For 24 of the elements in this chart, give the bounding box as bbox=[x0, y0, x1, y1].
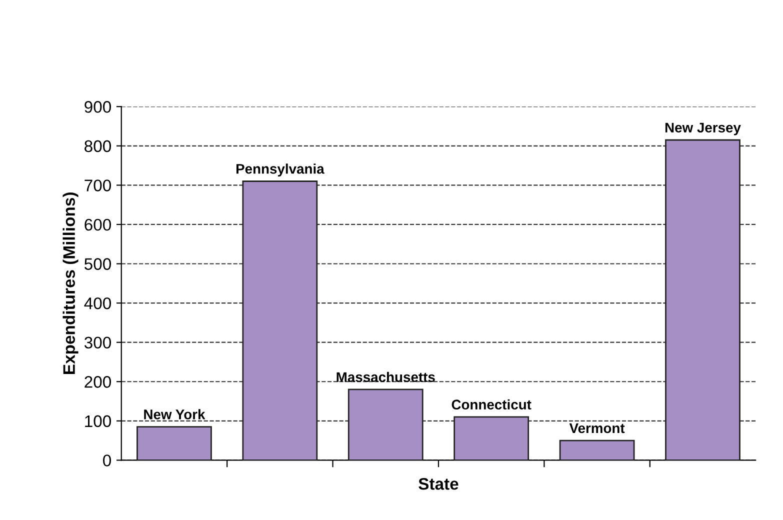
x-tick-label: Massachusetts bbox=[336, 372, 435, 382]
y-tick-label: 200 bbox=[84, 376, 111, 388]
bar bbox=[242, 180, 318, 460]
bar bbox=[348, 388, 424, 460]
y-tick-label: 0 bbox=[103, 454, 111, 466]
y-axis-title: Expenditures (Millions) bbox=[62, 192, 78, 374]
bar bbox=[454, 416, 530, 460]
y-tick-label: 600 bbox=[84, 218, 111, 231]
y-tick-label: 300 bbox=[84, 336, 111, 349]
y-tick-label: 400 bbox=[84, 297, 111, 310]
bar bbox=[136, 426, 212, 460]
x-tick-label: New Jersey bbox=[665, 122, 741, 136]
x-tick-label: Vermont bbox=[569, 423, 625, 434]
y-tick-label: 100 bbox=[85, 415, 111, 428]
bar bbox=[559, 440, 635, 460]
x-tick-label: New York bbox=[144, 409, 206, 420]
y-tick-label: 800 bbox=[84, 140, 111, 152]
y-tick-label: 500 bbox=[84, 258, 111, 270]
x-tick-label: Connecticut bbox=[452, 399, 532, 410]
y-tick-label: 900 bbox=[84, 101, 111, 113]
y-tick-label: 700 bbox=[84, 180, 111, 192]
x-axis-title: State bbox=[418, 478, 458, 490]
bar bbox=[665, 139, 740, 460]
x-tick-label: Pennsylvania bbox=[236, 164, 324, 177]
